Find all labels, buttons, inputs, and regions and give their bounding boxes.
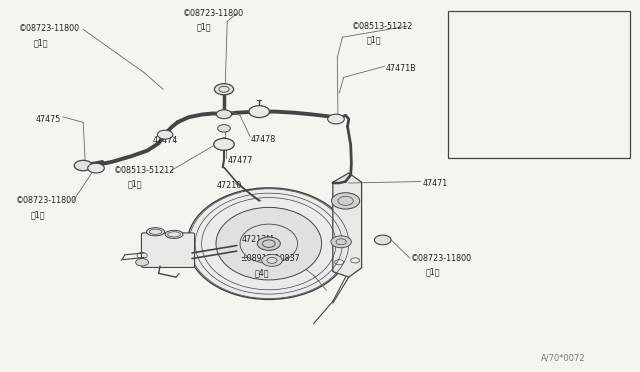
- Text: ±08911-10837: ±08911-10837: [240, 254, 300, 263]
- Circle shape: [74, 160, 92, 171]
- Text: 47212M: 47212M: [242, 235, 274, 244]
- Text: （4）: （4）: [255, 268, 269, 277]
- Text: ©08513-51212: ©08513-51212: [114, 166, 175, 175]
- Circle shape: [328, 114, 344, 124]
- Ellipse shape: [216, 207, 322, 280]
- Circle shape: [332, 193, 360, 209]
- Ellipse shape: [165, 230, 183, 238]
- Text: 47471B: 47471B: [385, 64, 416, 73]
- Text: 47031E: 47031E: [458, 89, 488, 98]
- Text: ©08723-11800: ©08723-11800: [411, 254, 472, 263]
- Text: ©08723-11800: ©08723-11800: [16, 196, 77, 205]
- Circle shape: [257, 237, 280, 250]
- Text: 47477: 47477: [227, 156, 253, 165]
- Text: （1）: （1）: [367, 35, 381, 44]
- Bar: [448, 11, 630, 158]
- Text: ©08723-11800: ©08723-11800: [182, 9, 244, 17]
- Circle shape: [466, 68, 479, 75]
- Text: （1）: （1）: [197, 22, 212, 31]
- Text: [0781-     ]: [0781- ]: [518, 20, 564, 29]
- Text: 47478: 47478: [251, 135, 276, 144]
- Text: （1）: （1）: [33, 38, 48, 47]
- Circle shape: [540, 34, 552, 41]
- Text: A/70*0072: A/70*0072: [541, 354, 586, 363]
- Polygon shape: [333, 173, 362, 277]
- Ellipse shape: [147, 228, 164, 236]
- Circle shape: [530, 107, 545, 116]
- Text: 47472: 47472: [454, 48, 480, 57]
- Circle shape: [249, 106, 269, 118]
- Ellipse shape: [188, 188, 351, 299]
- Circle shape: [214, 84, 234, 95]
- Text: 47471: 47471: [422, 179, 447, 188]
- Text: （1）: （1）: [426, 267, 440, 276]
- Text: ©08513-51212: ©08513-51212: [352, 22, 413, 31]
- Circle shape: [88, 163, 104, 173]
- Circle shape: [136, 259, 148, 266]
- Text: 47475R: 47475R: [460, 15, 490, 24]
- Circle shape: [331, 236, 351, 248]
- FancyBboxPatch shape: [141, 233, 195, 267]
- Text: （1）: （1）: [128, 180, 143, 189]
- Circle shape: [218, 125, 230, 132]
- Text: 47474: 47474: [152, 136, 177, 145]
- Circle shape: [518, 83, 531, 90]
- Circle shape: [516, 34, 533, 44]
- Circle shape: [374, 235, 391, 245]
- Text: ©08723-11800: ©08723-11800: [19, 24, 81, 33]
- Circle shape: [214, 138, 234, 150]
- Circle shape: [262, 254, 282, 266]
- Circle shape: [157, 130, 173, 139]
- Text: 47475: 47475: [35, 115, 61, 124]
- Circle shape: [506, 64, 518, 71]
- Text: （1）: （1）: [31, 210, 45, 219]
- Circle shape: [216, 110, 232, 119]
- Text: 47210: 47210: [216, 181, 241, 190]
